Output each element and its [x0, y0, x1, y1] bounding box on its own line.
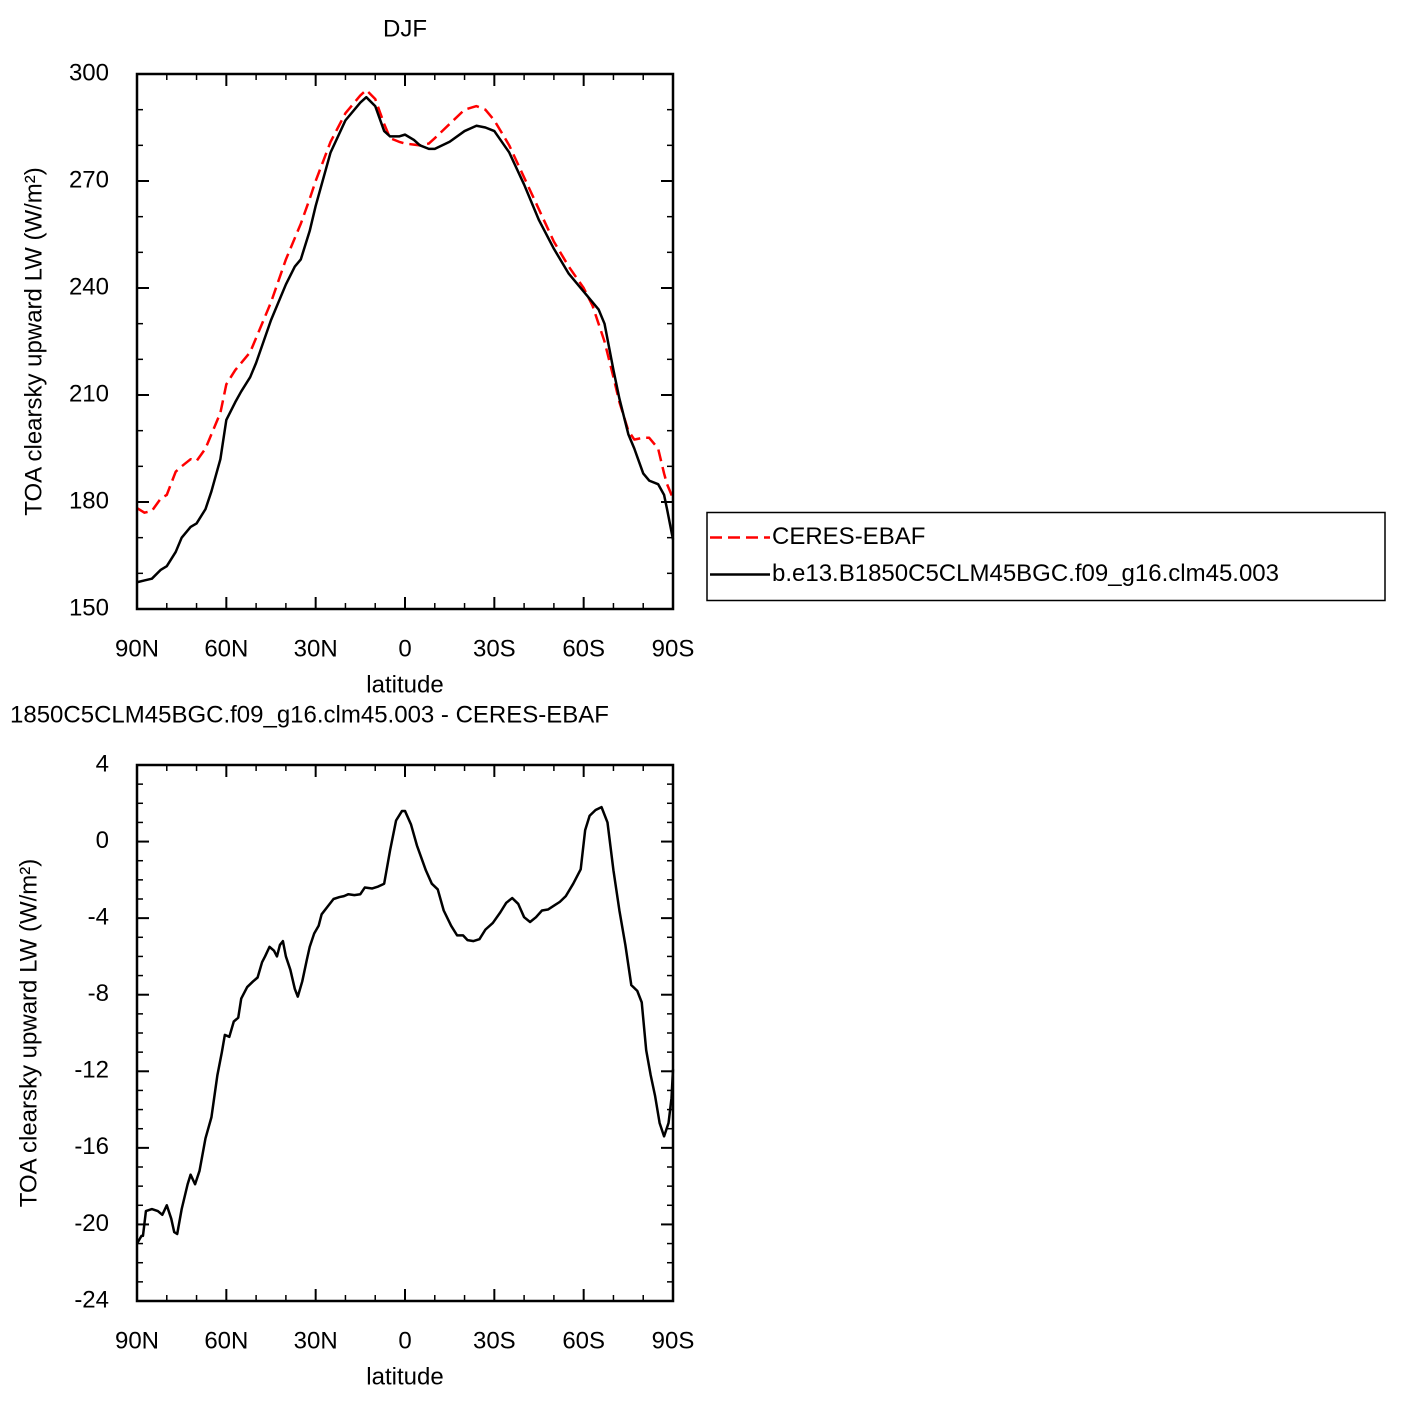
legend-label: b.e13.B1850C5CLM45BGC.f09_g16.clm45.003: [772, 560, 1279, 587]
x-tick-label: 30N: [294, 635, 338, 662]
x-tick-label: 90N: [115, 1327, 159, 1354]
y-tick-label: 270: [69, 166, 109, 193]
plot-frame: [135, 763, 675, 1303]
x-tick-label: 90S: [652, 635, 695, 662]
x-tick-label: 90N: [115, 635, 159, 662]
x-axis-label: latitude: [366, 1363, 443, 1390]
chart-title: 1850C5CLM45BGC.f09_g16.clm45.003 - CERES…: [10, 701, 609, 728]
y-tick-label: -20: [74, 1210, 109, 1237]
y-tick-label: -8: [88, 980, 109, 1007]
x-tick-label: 0: [398, 1327, 411, 1354]
x-tick-label: 0: [398, 635, 411, 662]
y-tick-label: -16: [74, 1133, 109, 1160]
y-tick-label: 150: [69, 594, 109, 621]
y-axis-label: TOA clearsky upward LW (W/m²): [20, 167, 47, 516]
y-tick-label: -24: [74, 1286, 109, 1313]
data-line: [136, 95, 675, 584]
x-tick-label: 60S: [562, 635, 605, 662]
y-tick-label: 210: [69, 380, 109, 407]
x-tick-label: 30S: [473, 635, 516, 662]
y-tick-label: -12: [74, 1057, 109, 1084]
y-axis-label: TOA clearsky upward LW (W/m²): [15, 859, 42, 1208]
y-tick-label: 180: [69, 487, 109, 514]
x-tick-label: 60S: [562, 1327, 605, 1354]
y-tick-label: 240: [69, 273, 109, 300]
data-line: [136, 88, 675, 514]
x-tick-label: 90S: [652, 1327, 695, 1354]
data-line: [135, 805, 675, 1245]
legend-box: [706, 511, 1386, 602]
x-tick-label: 60N: [204, 1327, 248, 1354]
y-tick-label: 0: [96, 827, 109, 854]
x-tick-label: 30S: [473, 1327, 516, 1354]
plot-frame: [135, 72, 675, 611]
legend-label: CERES-EBAF: [772, 523, 925, 550]
y-tick-label: 300: [69, 59, 109, 86]
y-tick-label: 4: [96, 750, 109, 777]
x-axis-label: latitude: [366, 671, 443, 698]
x-tick-label: 30N: [294, 1327, 338, 1354]
chart-title: DJF: [383, 15, 427, 42]
x-tick-label: 60N: [204, 635, 248, 662]
y-tick-label: -4: [88, 903, 109, 930]
